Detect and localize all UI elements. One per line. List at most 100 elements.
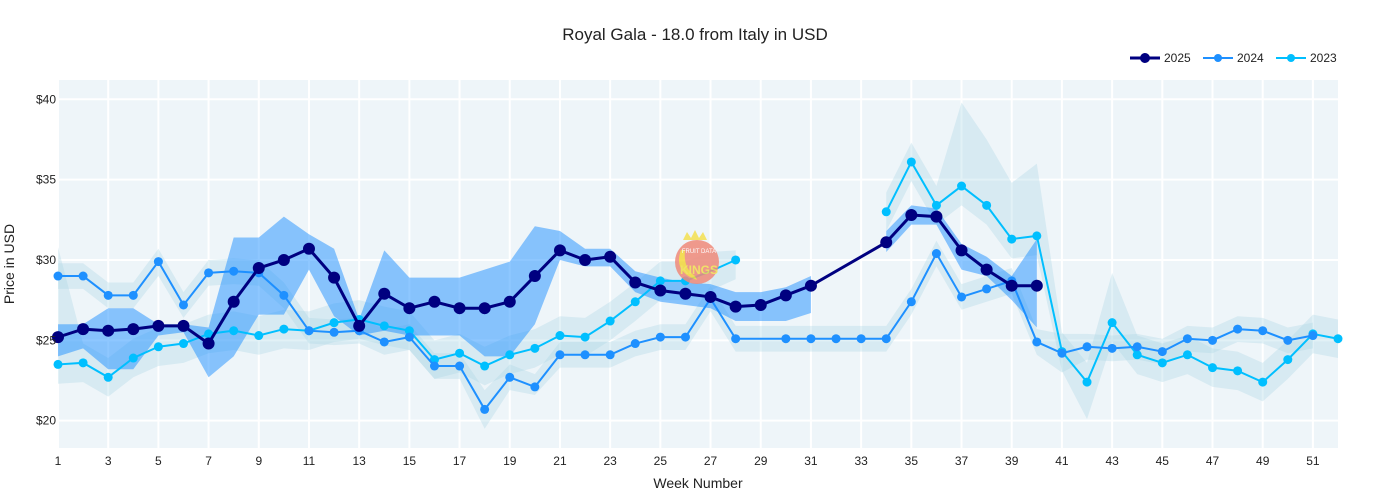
data-point-2023 xyxy=(1032,231,1042,241)
chart-title: Royal Gala - 18.0 from Italy in USD xyxy=(562,25,827,44)
legend-marker-2023 xyxy=(1287,54,1295,62)
data-point-2024 xyxy=(580,350,590,360)
data-point-2023 xyxy=(128,353,138,363)
y-tick-label: $25 xyxy=(36,333,56,347)
data-point-2025 xyxy=(754,298,767,311)
data-point-2023 xyxy=(555,331,565,341)
data-point-2025 xyxy=(177,319,190,332)
data-point-2024 xyxy=(680,332,690,342)
data-point-2024 xyxy=(153,257,163,267)
x-tick-label: 21 xyxy=(553,454,567,468)
data-point-2025 xyxy=(930,210,943,223)
x-tick-label: 1 xyxy=(55,454,62,468)
data-point-2023 xyxy=(1333,334,1343,344)
logo-text: FRUIT DATA xyxy=(682,249,716,255)
data-point-2023 xyxy=(530,343,540,353)
data-point-2025 xyxy=(403,302,416,315)
data-point-2023 xyxy=(404,326,414,336)
data-point-2024 xyxy=(1107,343,1117,353)
x-tick-label: 51 xyxy=(1306,454,1320,468)
data-point-2023 xyxy=(153,342,163,352)
data-point-2024 xyxy=(1182,334,1192,344)
data-point-2023 xyxy=(1082,377,1092,387)
data-point-2024 xyxy=(655,332,665,342)
data-point-2025 xyxy=(478,302,491,315)
data-point-2023 xyxy=(957,181,967,191)
data-point-2025 xyxy=(1005,279,1018,292)
data-point-2023 xyxy=(881,207,891,217)
data-point-2025 xyxy=(227,295,240,308)
x-tick-label: 23 xyxy=(603,454,617,468)
data-point-2024 xyxy=(530,382,540,392)
data-point-2023 xyxy=(429,355,439,365)
data-point-2023 xyxy=(906,157,916,167)
data-point-2025 xyxy=(604,250,617,263)
data-point-2023 xyxy=(605,316,615,326)
data-point-2025 xyxy=(679,287,692,300)
crown-icon xyxy=(683,230,707,240)
legend[interactable]: 2025 2024 2023 xyxy=(1130,51,1337,65)
band-2023 xyxy=(886,102,1338,420)
x-tick-label: 37 xyxy=(955,454,969,468)
data-point-2025 xyxy=(980,263,993,276)
data-point-2025 xyxy=(378,287,391,300)
data-point-2024 xyxy=(555,350,565,360)
data-point-2024 xyxy=(178,300,188,310)
x-tick-label: 47 xyxy=(1206,454,1220,468)
data-point-2023 xyxy=(1233,366,1243,376)
data-point-2024 xyxy=(1157,347,1167,357)
data-point-2025 xyxy=(955,244,968,257)
x-tick-label: 17 xyxy=(453,454,467,468)
x-tick-label: 5 xyxy=(155,454,162,468)
data-point-2023 xyxy=(455,348,465,358)
data-point-2024 xyxy=(404,332,414,342)
data-point-2025 xyxy=(152,319,165,332)
data-point-2023 xyxy=(505,350,515,360)
data-point-2023 xyxy=(1283,355,1293,365)
data-point-2024 xyxy=(957,292,967,302)
series-lines xyxy=(52,157,1343,414)
data-point-2025 xyxy=(1030,279,1043,292)
axes: $20$25$30$35$401 3 5 7 9 11 13 15 17 19 21 23 25 27 29… xyxy=(36,92,1320,468)
y-axis-label: Price in USD xyxy=(1,224,17,304)
data-point-2023 xyxy=(178,339,188,349)
x-tick-label: 41 xyxy=(1055,454,1069,468)
data-point-2025 xyxy=(629,276,642,289)
data-point-2024 xyxy=(455,361,465,371)
data-point-2024 xyxy=(1082,342,1092,352)
data-point-2024 xyxy=(53,271,63,281)
data-point-2025 xyxy=(905,208,918,221)
band-2025 xyxy=(886,205,1037,328)
x-tick-label: 13 xyxy=(352,454,366,468)
data-point-2024 xyxy=(329,327,339,337)
data-point-2024 xyxy=(605,350,615,360)
data-point-2025 xyxy=(252,262,265,275)
data-point-2025 xyxy=(804,279,817,292)
legend-marker-2024 xyxy=(1214,54,1222,62)
data-point-2023 xyxy=(229,326,239,336)
data-point-2025 xyxy=(302,242,315,255)
y-tick-label: $35 xyxy=(36,173,56,187)
data-point-2023 xyxy=(279,324,289,334)
logo-text-kings: KINGS xyxy=(680,263,718,277)
data-point-2023 xyxy=(731,255,741,265)
data-point-2024 xyxy=(931,249,941,259)
data-point-2023 xyxy=(254,331,264,341)
data-point-2024 xyxy=(204,268,214,278)
data-point-2025 xyxy=(52,331,64,344)
y-tick-label: $40 xyxy=(36,92,56,106)
data-point-2024 xyxy=(103,290,113,300)
data-point-2023 xyxy=(1258,377,1268,387)
data-point-2025 xyxy=(880,236,893,249)
data-point-2024 xyxy=(630,339,640,349)
data-point-2024 xyxy=(505,372,515,382)
data-point-2024 xyxy=(229,266,239,276)
data-point-2023 xyxy=(1132,350,1142,360)
x-tick-label: 11 xyxy=(303,454,316,468)
watermark-logo: FRUIT DATA KINGS xyxy=(675,230,719,284)
data-point-2025 xyxy=(202,337,215,350)
data-point-2023 xyxy=(982,200,992,210)
x-tick-label: 7 xyxy=(205,454,212,468)
x-tick-label: 33 xyxy=(854,454,868,468)
data-point-2024 xyxy=(1032,337,1042,347)
